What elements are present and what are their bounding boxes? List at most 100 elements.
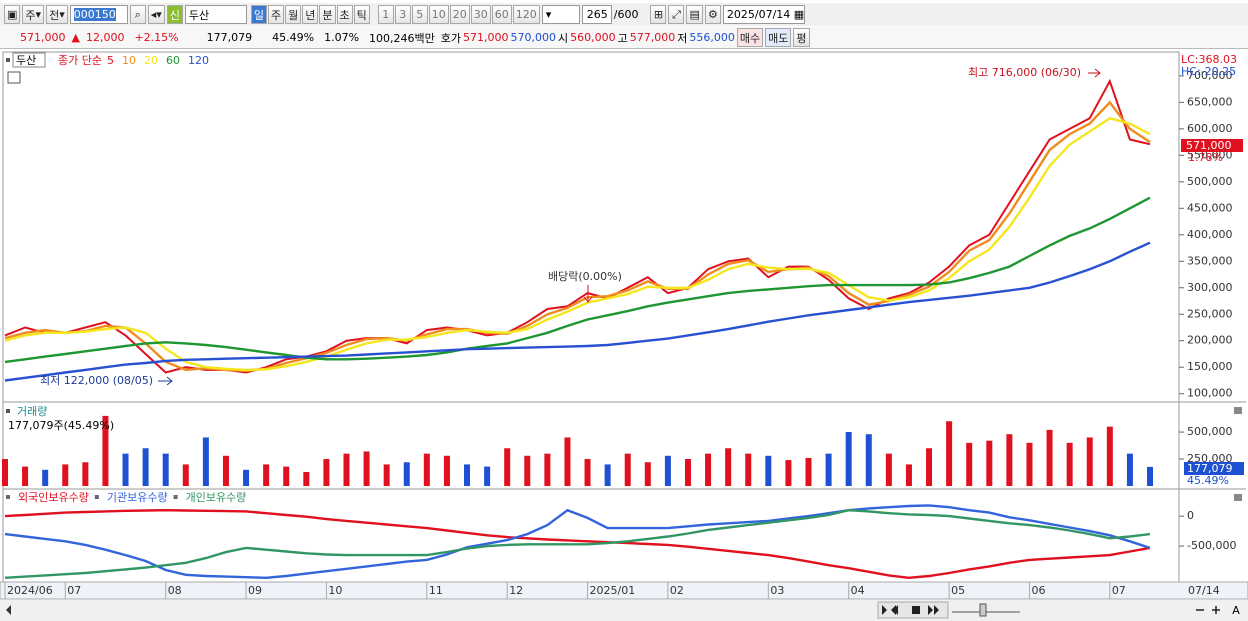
volume-title: 거래량 bbox=[17, 405, 47, 418]
legend-entry: 20 bbox=[144, 54, 158, 67]
volume-bar bbox=[1086, 437, 1093, 486]
x-tick-label: 08 bbox=[168, 584, 182, 597]
interval-buttons: 1 3 5 10 20 30 60 120 bbox=[377, 5, 540, 24]
period-button[interactable]: 분 bbox=[319, 5, 336, 24]
market-select[interactable]: 주 ▾ bbox=[22, 5, 45, 24]
series-line bbox=[4, 117, 1151, 372]
tool-button[interactable]: ⊞ bbox=[650, 5, 667, 24]
volume-bar bbox=[1046, 429, 1053, 486]
interval-button[interactable]: 120 bbox=[512, 5, 540, 24]
table-icon[interactable] bbox=[7, 71, 21, 84]
settings-button[interactable]: ⚙ bbox=[704, 5, 721, 24]
x-tick-label: 05 bbox=[951, 584, 965, 597]
volume-bar bbox=[464, 464, 471, 486]
legend-entry: 5 bbox=[107, 54, 114, 67]
volume-bar bbox=[524, 455, 531, 486]
interval-button[interactable]: 5 bbox=[411, 5, 428, 24]
event-annotation: 배당락(0.00%) bbox=[548, 270, 622, 283]
low: 556,000 bbox=[689, 31, 735, 44]
count: 265 bbox=[586, 8, 608, 21]
x-tick-label: 12 bbox=[509, 584, 523, 597]
open: 560,000 bbox=[570, 31, 616, 44]
menu-icon[interactable]: ▣ bbox=[4, 5, 21, 24]
period-button[interactable]: 초 bbox=[336, 5, 353, 24]
volume-bar bbox=[1026, 442, 1033, 486]
period-button[interactable]: 주 bbox=[268, 5, 285, 24]
high-arrow bbox=[1088, 68, 1101, 78]
legend-entry: 10 bbox=[122, 54, 136, 67]
y-tick-label: -500,000 bbox=[1187, 539, 1236, 552]
low-label: 저 bbox=[677, 31, 688, 45]
current-date: 07/14 bbox=[1188, 584, 1220, 597]
volume: 177,079 bbox=[206, 31, 253, 44]
volume-bar bbox=[544, 453, 551, 486]
search-button[interactable]: ⌕ bbox=[129, 5, 146, 24]
last-volume: 177,079 bbox=[1187, 462, 1233, 475]
nav-icons bbox=[882, 605, 939, 615]
volume-bar bbox=[604, 464, 611, 486]
buy-button[interactable]: 매수 bbox=[736, 28, 764, 47]
date: 2025/07/14 bbox=[726, 8, 791, 21]
period-button[interactable]: 월 bbox=[285, 5, 302, 24]
period-button[interactable]: 년 bbox=[302, 5, 319, 24]
zoom-icons[interactable] bbox=[1196, 606, 1220, 614]
x-axis-band bbox=[0, 581, 1248, 600]
panel-close[interactable] bbox=[1234, 494, 1242, 501]
volume-bar bbox=[905, 464, 912, 486]
x-tick-label: 2025/01 bbox=[590, 584, 636, 597]
y-tick-label: 600,000 bbox=[1187, 122, 1233, 135]
legend-marker bbox=[6, 495, 10, 499]
lc-label: LC:368.03 bbox=[1181, 53, 1237, 66]
name-input[interactable]: 두산 bbox=[184, 5, 247, 24]
x-tick-label: 10 bbox=[328, 584, 342, 597]
volume-bar bbox=[986, 440, 993, 486]
tool-button[interactable]: ⤢ bbox=[668, 5, 685, 24]
save-button[interactable]: ▤ bbox=[686, 5, 703, 24]
period-button[interactable]: 일 bbox=[250, 5, 268, 24]
event-arrow bbox=[583, 285, 593, 303]
scope-select[interactable]: 전 ▾ bbox=[46, 5, 68, 24]
volume-subtitle: 177,079주(45.49%) bbox=[8, 419, 114, 432]
panel-close[interactable] bbox=[1234, 407, 1242, 414]
volume-bar bbox=[785, 460, 792, 486]
interval-dropdown[interactable]: ▾ bbox=[541, 5, 580, 24]
interval-button[interactable]: 60 bbox=[491, 5, 512, 24]
legend-marker bbox=[173, 495, 178, 499]
low-arrow bbox=[158, 376, 173, 386]
interval-button[interactable]: 10 bbox=[428, 5, 449, 24]
font-button[interactable]: A bbox=[1232, 604, 1240, 617]
price: 571,000 bbox=[20, 31, 66, 44]
hc-label: HC:-20.25 bbox=[1181, 65, 1236, 78]
volume-bar bbox=[403, 462, 410, 486]
interval-button[interactable]: 20 bbox=[449, 5, 470, 24]
x-tick-label: 04 bbox=[851, 584, 865, 597]
series-line bbox=[4, 241, 1151, 382]
sound-button[interactable]: ◂▾ bbox=[147, 5, 165, 24]
date-input[interactable]: 2025/07/14 ▦ bbox=[722, 5, 805, 24]
count-input[interactable]: 265 bbox=[581, 5, 612, 24]
sell-button[interactable]: 매도 bbox=[765, 28, 792, 47]
bid: 570,000 bbox=[510, 31, 557, 44]
volume-bar bbox=[664, 455, 671, 486]
legend-entry: 120 bbox=[188, 54, 209, 67]
interval-button[interactable]: 30 bbox=[470, 5, 491, 24]
x-tick-label: 06 bbox=[1031, 584, 1045, 597]
volume-bar bbox=[1066, 442, 1073, 486]
code-input[interactable]: 000150 bbox=[69, 5, 128, 24]
volume-bar bbox=[222, 455, 229, 486]
x-tick-label: 02 bbox=[670, 584, 684, 597]
y-tick-label: 500,000 bbox=[1187, 175, 1233, 188]
interval-button[interactable]: 3 bbox=[394, 5, 411, 24]
volume-bar bbox=[443, 455, 450, 486]
period-button[interactable]: 틱 bbox=[353, 5, 370, 24]
x-tick-label: 07 bbox=[67, 584, 81, 597]
series-line bbox=[4, 508, 1151, 580]
avg-button[interactable]: 평 bbox=[793, 28, 810, 47]
zoom-thumb[interactable] bbox=[979, 603, 987, 617]
interval-button[interactable]: 1 bbox=[377, 5, 394, 24]
market: 주 bbox=[25, 8, 36, 22]
scroll-left[interactable] bbox=[6, 605, 11, 615]
volume-bar bbox=[202, 437, 209, 486]
volume-bar bbox=[182, 464, 189, 486]
